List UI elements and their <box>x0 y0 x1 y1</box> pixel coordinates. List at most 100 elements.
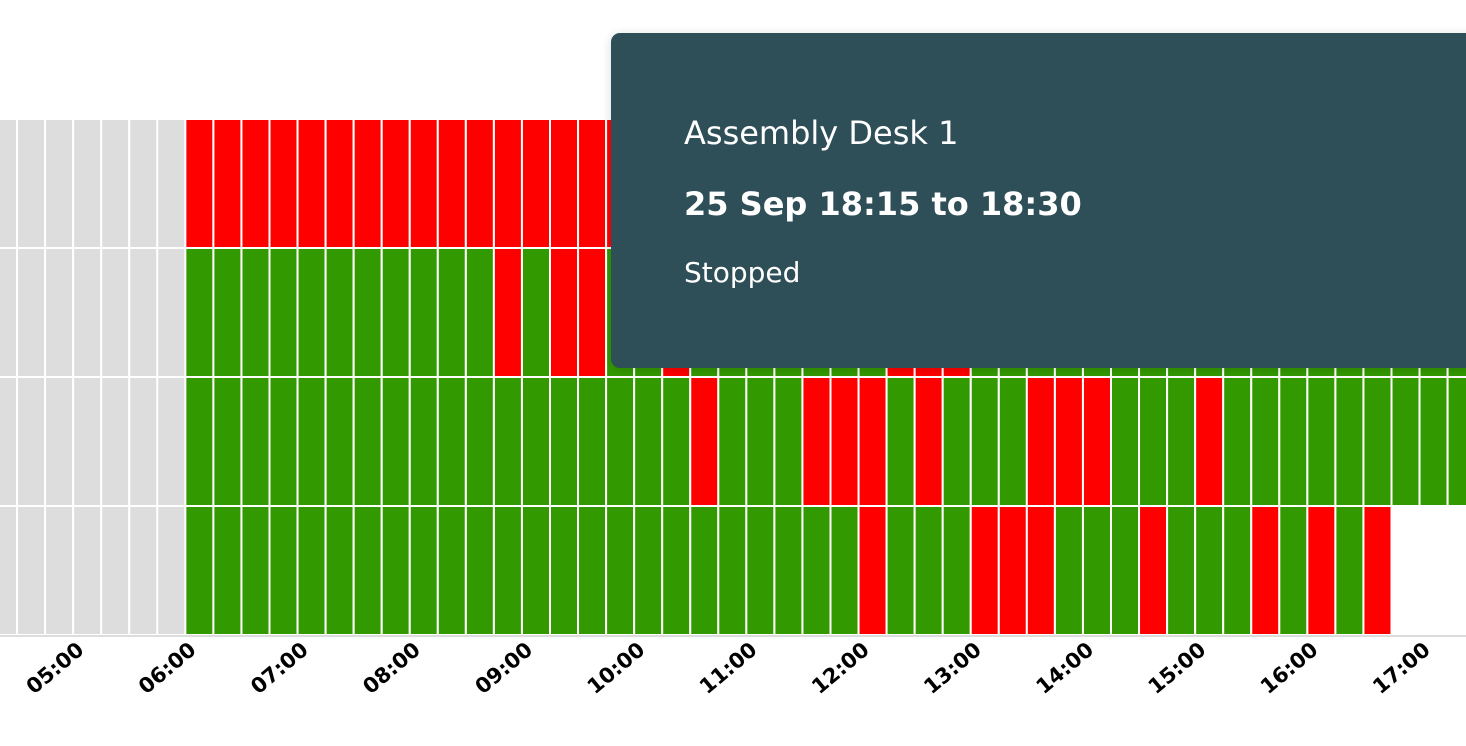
heatmap-cell[interactable] <box>324 247 355 378</box>
heatmap-cell[interactable] <box>352 376 383 507</box>
heatmap-cell[interactable] <box>577 505 608 636</box>
heatmap-cell[interactable] <box>829 376 860 507</box>
heatmap-cell[interactable] <box>100 376 131 507</box>
heatmap-cell[interactable] <box>1166 376 1197 507</box>
heatmap-cell[interactable] <box>352 118 383 249</box>
heatmap-cell[interactable] <box>745 505 776 636</box>
heatmap-cell[interactable] <box>969 376 1000 507</box>
heatmap-cell[interactable] <box>296 118 327 249</box>
heatmap-cell[interactable] <box>520 247 552 378</box>
heatmap-cell[interactable] <box>268 247 299 378</box>
heatmap-cell[interactable] <box>1278 505 1309 636</box>
heatmap-cell[interactable] <box>1222 376 1253 507</box>
heatmap-cell[interactable] <box>1250 376 1281 507</box>
heatmap-cell[interactable] <box>605 505 636 636</box>
heatmap-cell[interactable] <box>913 505 944 636</box>
heatmap-cell[interactable] <box>212 247 243 378</box>
heatmap-cell[interactable] <box>128 118 159 249</box>
heatmap-cell[interactable] <box>156 118 187 249</box>
heatmap-cell[interactable] <box>520 118 552 249</box>
heatmap-cell[interactable] <box>184 505 215 636</box>
heatmap-cell[interactable] <box>689 505 720 636</box>
heatmap-cell[interactable] <box>773 505 804 636</box>
heatmap-cell[interactable] <box>1362 376 1393 507</box>
heatmap-cell[interactable] <box>520 376 552 507</box>
heatmap-cell[interactable] <box>156 505 187 636</box>
heatmap-cell[interactable] <box>44 376 75 507</box>
heatmap-cell[interactable] <box>464 376 495 507</box>
heatmap-cell[interactable] <box>857 505 888 636</box>
heatmap-cell[interactable] <box>717 376 748 507</box>
heatmap-cell[interactable] <box>913 376 944 507</box>
heatmap-cell[interactable] <box>745 376 776 507</box>
heatmap-cell[interactable] <box>997 376 1028 507</box>
heatmap-cell[interactable] <box>72 247 103 378</box>
heatmap-cell[interactable] <box>1194 505 1225 636</box>
heatmap-cell[interactable] <box>1110 376 1141 507</box>
heatmap-cell[interactable] <box>100 505 131 636</box>
heatmap-cell[interactable] <box>184 247 215 378</box>
heatmap-cell[interactable] <box>1306 376 1337 507</box>
heatmap-cell[interactable] <box>324 376 355 507</box>
heatmap-cell[interactable] <box>1390 376 1421 507</box>
heatmap-cell[interactable] <box>240 118 271 249</box>
heatmap-cell[interactable] <box>16 376 47 507</box>
heatmap-cell[interactable] <box>296 247 327 378</box>
heatmap-cell[interactable] <box>324 118 355 249</box>
heatmap-cell[interactable] <box>44 118 75 249</box>
heatmap-cell[interactable] <box>1110 505 1141 636</box>
heatmap-cell[interactable] <box>1053 505 1084 636</box>
heatmap-cell[interactable] <box>1250 505 1281 636</box>
heatmap-cell[interactable] <box>380 247 411 378</box>
heatmap-cell[interactable] <box>661 505 692 636</box>
heatmap-cell[interactable] <box>268 505 299 636</box>
heatmap-cell[interactable] <box>464 118 495 249</box>
heatmap-cell[interactable] <box>72 118 103 249</box>
heatmap-cell[interactable] <box>44 505 75 636</box>
heatmap-cell[interactable] <box>1446 376 1466 507</box>
heatmap-cell[interactable] <box>1362 505 1393 636</box>
heatmap-cell[interactable] <box>885 376 916 507</box>
heatmap-cell[interactable] <box>1278 376 1309 507</box>
heatmap-cell[interactable] <box>520 505 552 636</box>
heatmap-cell[interactable] <box>717 505 748 636</box>
heatmap-cell[interactable] <box>72 505 103 636</box>
heatmap-cell[interactable] <box>492 505 523 636</box>
heatmap-cell[interactable] <box>492 376 523 507</box>
heatmap-cell[interactable] <box>577 247 608 378</box>
heatmap-cell[interactable] <box>240 376 271 507</box>
heatmap-cell[interactable] <box>436 505 467 636</box>
heatmap-cell[interactable] <box>436 376 467 507</box>
heatmap-cell[interactable] <box>0 247 19 378</box>
heatmap-cell[interactable] <box>296 376 327 507</box>
heatmap-cell[interactable] <box>1025 505 1056 636</box>
heatmap-cell[interactable] <box>549 505 580 636</box>
heatmap-cell[interactable] <box>268 118 299 249</box>
heatmap-cell[interactable] <box>156 376 187 507</box>
heatmap-cell[interactable] <box>577 118 608 249</box>
heatmap-cell[interactable] <box>408 505 439 636</box>
heatmap-cell[interactable] <box>1334 376 1365 507</box>
heatmap-cell[interactable] <box>128 247 159 378</box>
heatmap-cell[interactable] <box>464 505 495 636</box>
heatmap-cell[interactable] <box>941 505 972 636</box>
heatmap-cell[interactable] <box>605 376 636 507</box>
heatmap-cell[interactable] <box>44 247 75 378</box>
heatmap-cell[interactable] <box>689 376 720 507</box>
heatmap-cell[interactable] <box>212 376 243 507</box>
heatmap-cell[interactable] <box>16 118 47 249</box>
heatmap-cell[interactable] <box>324 505 355 636</box>
heatmap-cell[interactable] <box>464 247 495 378</box>
heatmap-cell[interactable] <box>184 118 215 249</box>
heatmap-cell[interactable] <box>100 247 131 378</box>
heatmap-cell[interactable] <box>549 376 580 507</box>
heatmap-cell[interactable] <box>212 505 243 636</box>
heatmap-cell[interactable] <box>352 247 383 378</box>
heatmap-cell[interactable] <box>72 376 103 507</box>
heatmap-cell[interactable] <box>801 376 832 507</box>
heatmap-cell[interactable] <box>436 118 467 249</box>
heatmap-cell[interactable] <box>549 247 580 378</box>
heatmap-cell[interactable] <box>184 376 215 507</box>
heatmap-cell[interactable] <box>1194 376 1225 507</box>
heatmap-cell[interactable] <box>408 376 439 507</box>
